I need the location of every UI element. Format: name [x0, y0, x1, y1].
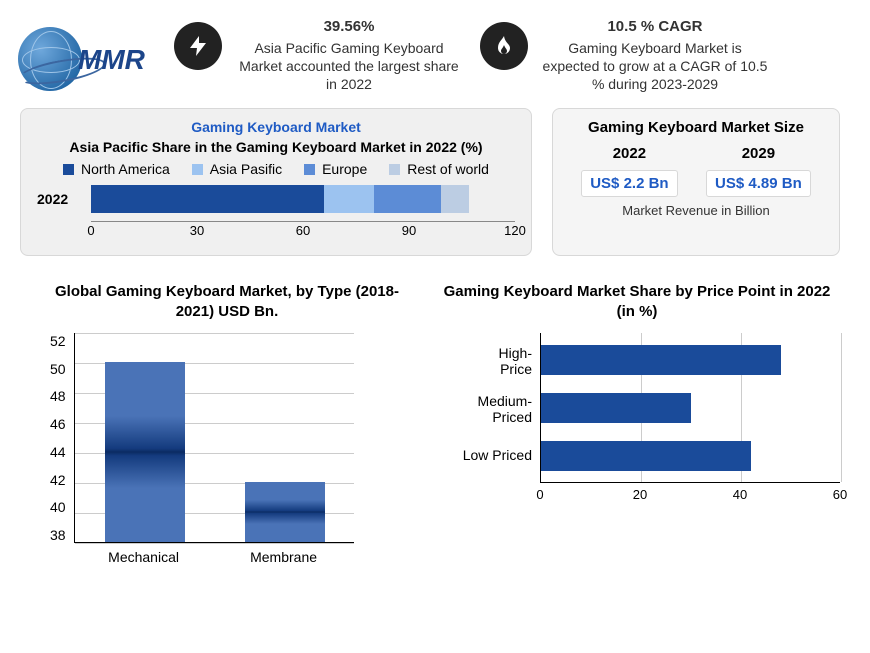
stat-cagr: 10.5 % CAGR Gaming Keyboard Market is ex… [480, 18, 770, 94]
stat1-headline: 39.56% [234, 18, 464, 35]
legend-item: Asia Pasific [192, 161, 282, 177]
legend-swatch [304, 164, 315, 175]
type-yaxis: 52 50 48 46 44 42 40 38 [50, 333, 74, 543]
price-xlabels: 0204060 [540, 483, 840, 505]
price-bar [541, 345, 781, 375]
ytick: 50 [50, 361, 66, 377]
xtick: 30 [190, 223, 204, 238]
size-value-0: US$ 2.2 Bn [581, 170, 677, 197]
legend-label: Rest of world [407, 161, 489, 177]
lightning-icon [174, 22, 222, 70]
type-bar [105, 362, 185, 542]
ytick: 40 [50, 499, 66, 515]
legend-swatch [389, 164, 400, 175]
stacked-segment [374, 185, 441, 213]
mmr-logo: MMR [18, 24, 158, 94]
share-xaxis: 0306090120 [91, 221, 515, 241]
gridline [841, 333, 842, 482]
price-ylabel: High-Price [432, 345, 532, 377]
flame-icon [480, 22, 528, 70]
stacked-bar [91, 185, 515, 213]
type-chart-block: Global Gaming Keyboard Market, by Type (… [50, 282, 404, 565]
price-chart-title: Gaming Keyboard Market Share by Price Po… [434, 282, 840, 321]
ytick: 38 [50, 527, 66, 543]
type-xlabel: Membrane [214, 549, 354, 565]
xtick: 90 [402, 223, 416, 238]
stacked-segment [324, 185, 373, 213]
legend-item: Rest of world [389, 161, 489, 177]
top-section: MMR 39.56% Asia Pacific Gaming Keyboard … [0, 0, 870, 104]
legend-label: Europe [322, 161, 367, 177]
xtick: 0 [87, 223, 94, 238]
ytick: 42 [50, 472, 66, 488]
price-ylabel: Medium-Priced [432, 393, 532, 425]
price-xtick: 20 [633, 487, 647, 502]
market-size-card: Gaming Keyboard Market Size 2022 US$ 2.2… [552, 108, 840, 256]
type-chart: 52 50 48 46 44 42 40 38 MechanicalMembrane [50, 333, 404, 565]
gridline [75, 333, 354, 334]
stacked-segment [91, 185, 324, 213]
price-xtick: 0 [536, 487, 543, 502]
stat2-sub: Gaming Keyboard Market is expected to gr… [540, 39, 770, 94]
price-bar [541, 393, 691, 423]
legend-swatch [192, 164, 203, 175]
type-xlabel: Mechanical [74, 549, 214, 565]
legend-label: Asia Pasific [210, 161, 282, 177]
price-ylabel: Low Priced [432, 447, 532, 463]
gridline [75, 543, 354, 544]
price-xtick: 60 [833, 487, 847, 502]
type-chart-title: Global Gaming Keyboard Market, by Type (… [50, 282, 404, 321]
xtick: 60 [296, 223, 310, 238]
stat-asia-pacific-share: 39.56% Asia Pacific Gaming Keyboard Mark… [174, 18, 464, 94]
bottom-section: Global Gaming Keyboard Market, by Type (… [0, 266, 870, 575]
share-ylabel: 2022 [37, 191, 77, 207]
price-plot: High-PriceMedium-PricedLow Priced [540, 333, 840, 483]
ytick: 46 [50, 416, 66, 432]
share-chart-title: Asia Pacific Share in the Gaming Keyboar… [37, 139, 515, 155]
size-year-0: 2022 [581, 145, 677, 162]
ytick: 44 [50, 444, 66, 460]
type-bar [245, 482, 325, 542]
legend-item: North America [63, 161, 170, 177]
size-title: Gaming Keyboard Market Size [567, 119, 825, 137]
stacked-segment [441, 185, 469, 213]
share-super-title: Gaming Keyboard Market [37, 119, 515, 135]
type-xlabels: MechanicalMembrane [74, 543, 354, 565]
stacked-bar-row: 2022 [37, 185, 515, 213]
share-legend: North America Asia Pasific Europe Rest of w… [37, 161, 515, 177]
logo-text: MMR [78, 44, 145, 76]
ytick: 48 [50, 388, 66, 404]
price-chart-block: Gaming Keyboard Market Share by Price Po… [434, 282, 840, 565]
mid-section: Gaming Keyboard Market Asia Pacific Shar… [0, 104, 870, 266]
legend-swatch [63, 164, 74, 175]
share-chart-card: Gaming Keyboard Market Asia Pacific Shar… [20, 108, 532, 256]
legend-item: Europe [304, 161, 367, 177]
price-bar [541, 441, 751, 471]
size-value-1: US$ 4.89 Bn [706, 170, 811, 197]
ytick: 52 [50, 333, 66, 349]
legend-label: North America [81, 161, 170, 177]
type-plot [74, 333, 354, 543]
size-year-1: 2029 [706, 145, 811, 162]
stat1-sub: Asia Pacific Gaming Keyboard Market acco… [234, 39, 464, 94]
price-xtick: 40 [733, 487, 747, 502]
xtick: 120 [504, 223, 526, 238]
size-footer: Market Revenue in Billion [567, 203, 825, 218]
stat2-headline: 10.5 % CAGR [540, 18, 770, 35]
size-columns: 2022 US$ 2.2 Bn 2029 US$ 4.89 Bn [567, 145, 825, 197]
